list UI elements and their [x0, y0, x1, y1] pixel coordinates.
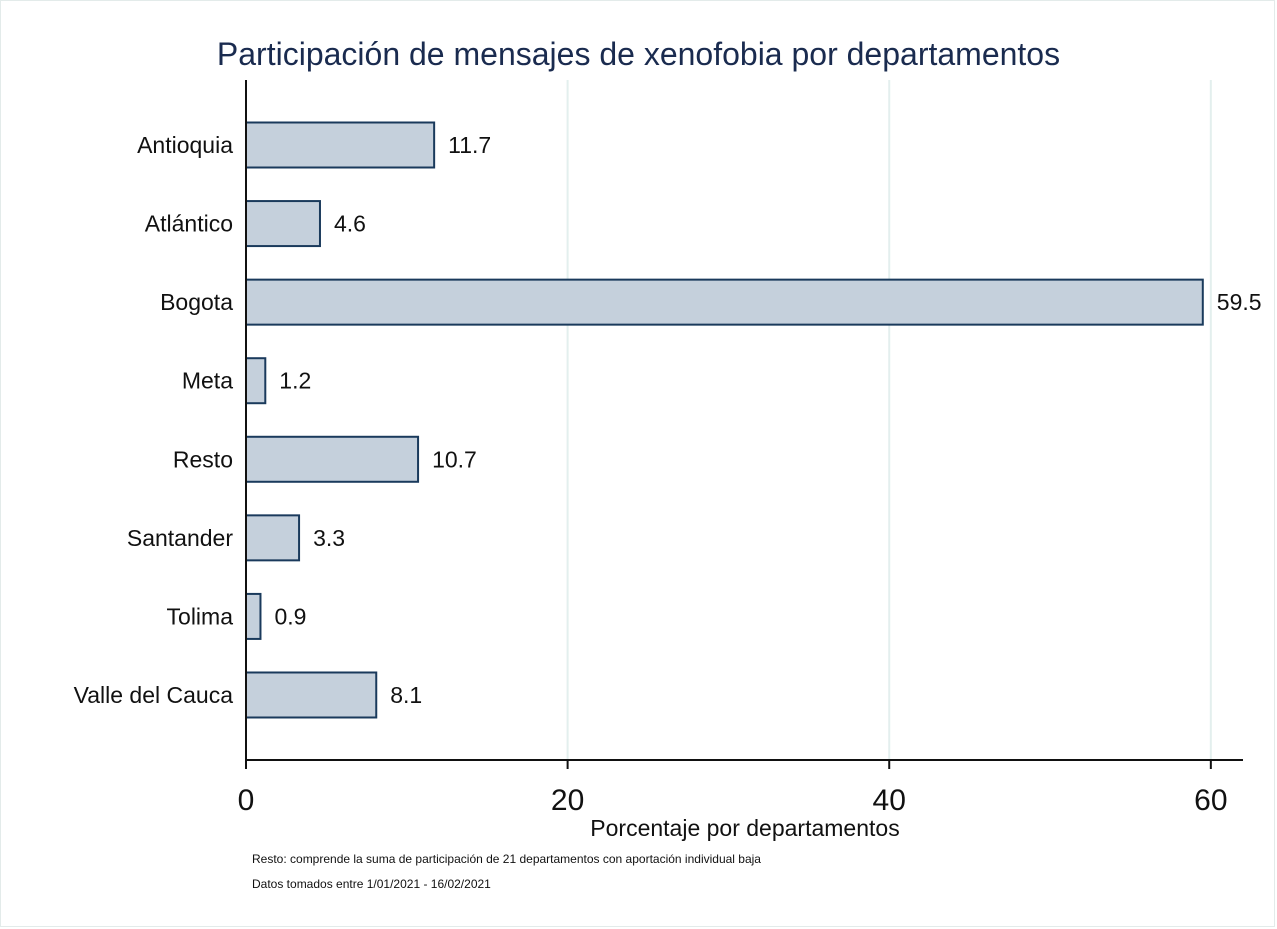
x-tick-label-2: 40	[873, 784, 906, 817]
category-label-1: Atlántico	[145, 211, 233, 237]
value-label-2: 59.5	[1217, 289, 1262, 315]
bar-3	[245, 357, 267, 405]
category-label-6: Tolima	[167, 603, 234, 629]
bar-6	[245, 592, 262, 640]
value-label-7: 8.1	[390, 682, 422, 708]
category-label-5: Santander	[127, 525, 233, 551]
value-label-4: 10.7	[432, 446, 477, 472]
value-label-5: 3.3	[313, 525, 345, 551]
axes: Antioquia Atlántico Bogota Meta Resto Santand…	[74, 80, 1243, 817]
value-label-1: 4.6	[334, 211, 366, 237]
category-label-3: Meta	[182, 368, 233, 394]
category-label-7: Valle del Cauca	[74, 682, 234, 708]
x-tick-label-3: 60	[1194, 784, 1227, 817]
value-label-3: 1.2	[279, 368, 311, 394]
category-label-2: Bogota	[160, 289, 233, 315]
bar-7	[245, 671, 378, 719]
bars: 11.7 4.6 59.5 1.2 10.7 3.3 0.9 8.1	[245, 121, 1262, 719]
category-label-4: Resto	[173, 446, 233, 472]
bar-5	[245, 514, 301, 562]
footnote-dates: Datos tomados entre 1/01/2021 - 16/02/20…	[252, 877, 491, 891]
bar-1	[245, 200, 321, 248]
category-label-0: Antioquia	[137, 132, 233, 158]
bar-4	[245, 435, 420, 483]
bar-0	[245, 121, 436, 169]
x-tick-label-0: 0	[238, 784, 255, 817]
x-axis-title: Porcentaje por departamentos	[590, 815, 899, 841]
chart-title: Participación de mensajes de xenofobia p…	[216, 36, 1061, 72]
value-label-0: 11.7	[448, 132, 491, 158]
grid-lines	[566, 80, 1212, 760]
bar-2	[245, 278, 1204, 326]
value-label-6: 0.9	[274, 603, 306, 629]
x-tick-label-1: 20	[551, 784, 584, 817]
footnote-resto: Resto: comprende la suma de participació…	[252, 852, 761, 866]
